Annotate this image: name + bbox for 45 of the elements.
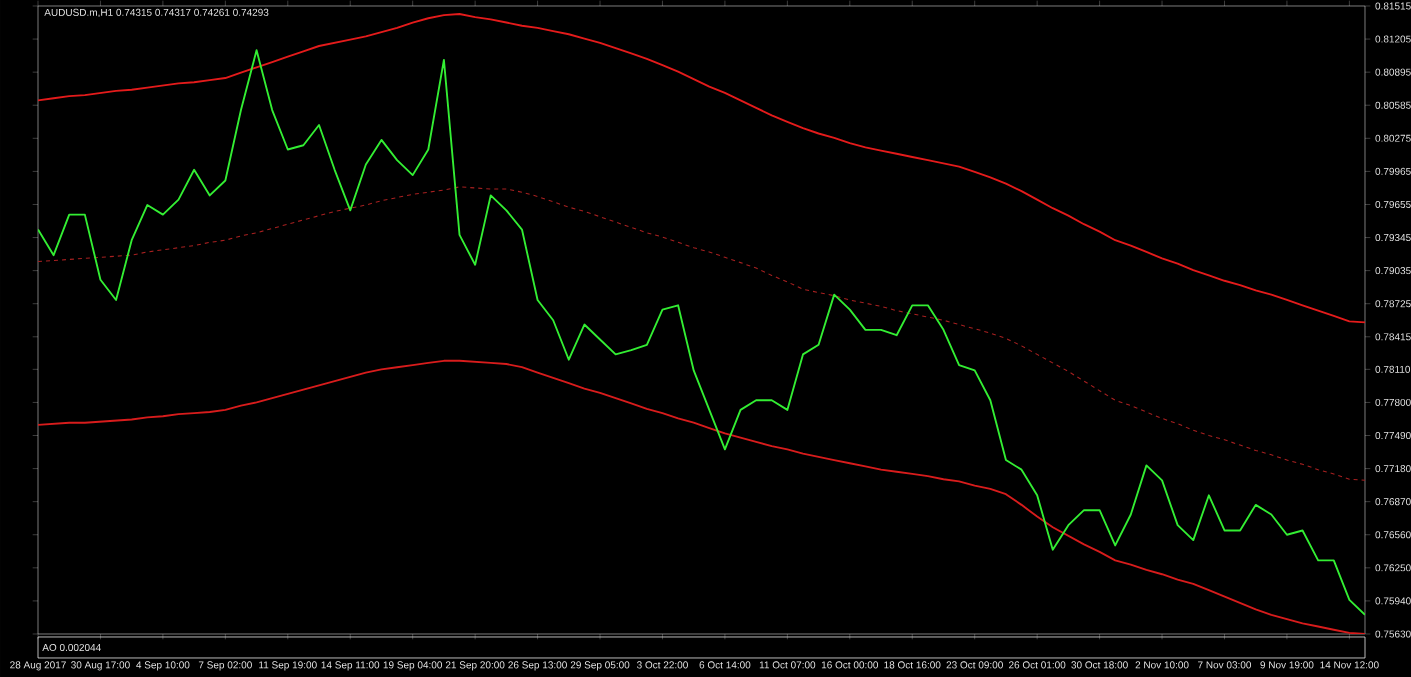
y-tick-label: 0.80275 — [1375, 134, 1411, 142]
text: AO 0.002044 — [42, 643, 101, 652]
x-tick-label: 26 Sep 13:00 — [508, 661, 567, 671]
y-tick-label: 0.80895 — [1375, 68, 1411, 76]
x-tick-label: 19 Sep 04:00 — [383, 661, 443, 671]
x-tick-label: 28 Aug 2017 — [10, 661, 66, 671]
x-tick-label: 30 Aug 17:00 — [71, 661, 130, 671]
x-tick-label: 14 Sep 11:00 — [321, 661, 380, 671]
y-tick-label: 0.77800 — [1375, 398, 1411, 406]
x-tick-label: 11 Oct 07:00 — [759, 661, 816, 669]
y-tick-label: 0.77490 — [1375, 431, 1411, 440]
y-tick-label: 0.81205 — [1375, 35, 1411, 43]
x-tick-label: 2 Nov 10:00 — [1135, 661, 1189, 669]
x-tick-label: 7 Nov 03:00 — [1198, 661, 1252, 669]
x-tick-label: 16 Oct 00:00 — [821, 661, 879, 669]
y-tick-label: 0.79035 — [1375, 267, 1411, 275]
x-tick-label: 7 Sep 02:00 — [198, 661, 252, 671]
x-tick-label: 26 Oct 01:00 — [1009, 661, 1066, 669]
y-tick-label: 0.76870 — [1375, 498, 1411, 506]
x-tick-label: 30 Oct 18:00 — [1071, 661, 1128, 669]
y-tick-label: 0.79345 — [1375, 234, 1411, 242]
x-tick-label: 29 Sep 05:00 — [570, 661, 630, 671]
x-tick-label: 21 Sep 20:00 — [445, 661, 505, 671]
y-tick-label: 0.79655 — [1375, 200, 1411, 209]
y-tick-label: 0.79965 — [1375, 167, 1411, 175]
x-tick-label: 4 Sep 10:00 — [136, 661, 190, 671]
x-tick-label: 6 Oct 14:00 — [699, 661, 751, 669]
y-tick-label: 0.78725 — [1375, 300, 1411, 308]
y-tick-label: 0.75940 — [1375, 597, 1411, 605]
x-tick-label: 23 Oct 09:00 — [946, 661, 1003, 669]
chart-title: AUDUSD.m,H1 0.74315 0.74317 0.74261 0.74293 — [44, 8, 269, 18]
x-tick-label: 9 Nov 19:00 — [1260, 661, 1314, 669]
y-tick-label: 0.78415 — [1375, 333, 1411, 341]
x-tick-label: 11 Sep 19:00 — [259, 661, 317, 671]
x-tick-label: 3 Oct 22:00 — [637, 661, 688, 669]
y-tick-label: 0.81515 — [1375, 2, 1411, 10]
x-tick-label: 14 Nov 12:00 — [1320, 661, 1379, 669]
y-tick-label: 0.77180 — [1375, 465, 1411, 473]
line-series — [38, 49, 1365, 616]
y-tick-label: 0.80585 — [1375, 101, 1411, 109]
y-tick-label: 0.76560 — [1375, 531, 1411, 539]
x-tick-label: 18 Oct 16:00 — [884, 661, 941, 669]
y-tick-label: 0.78110 — [1375, 365, 1411, 373]
y-tick-label: 0.76250 — [1375, 564, 1411, 572]
y-tick-label: 0.75630 — [1375, 630, 1411, 638]
